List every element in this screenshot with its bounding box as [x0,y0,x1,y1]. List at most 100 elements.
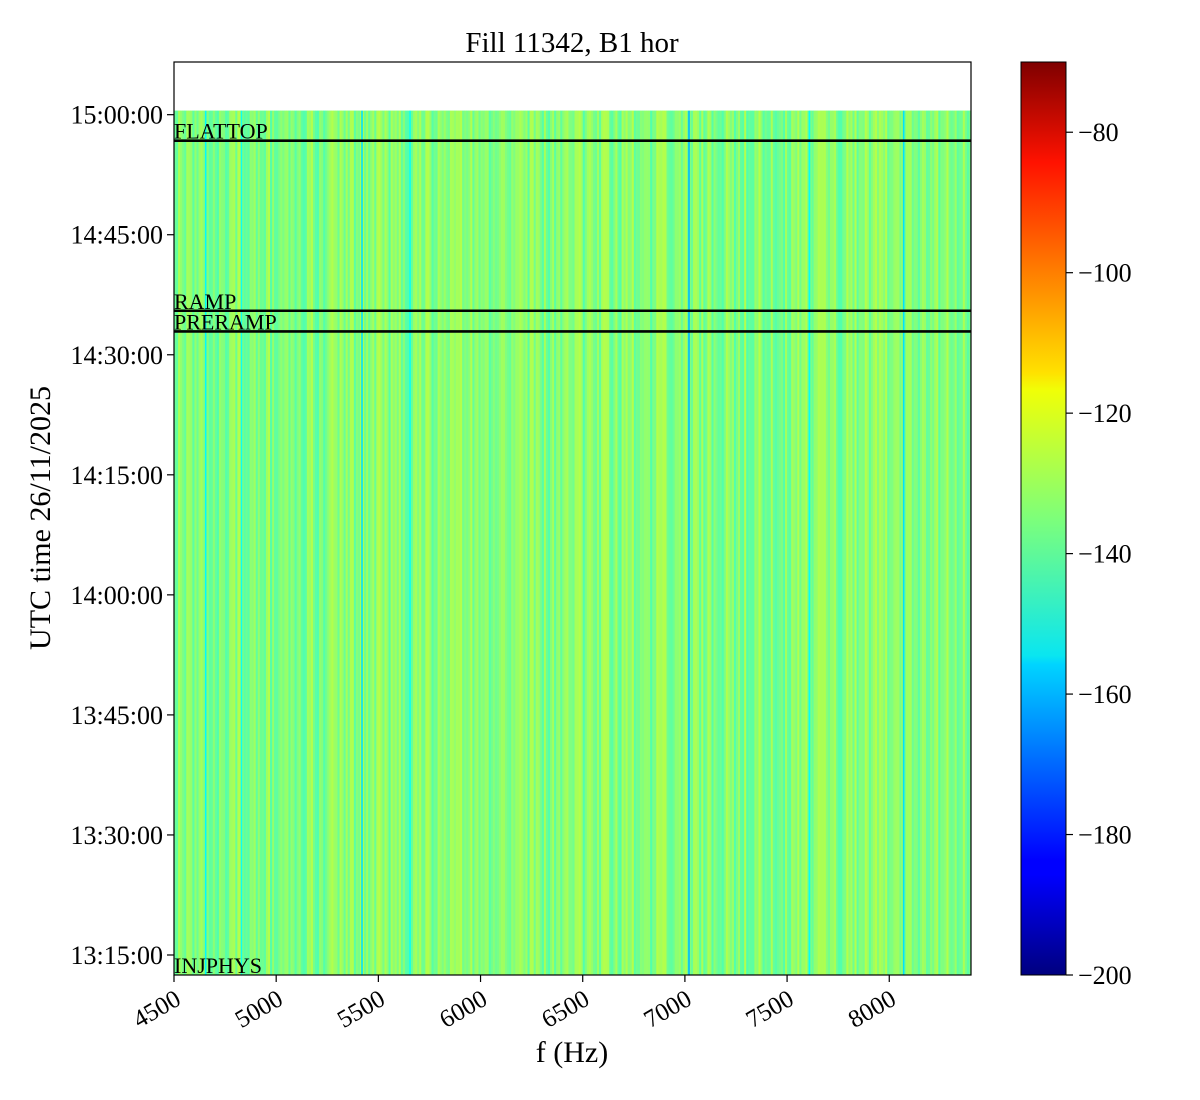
heatmap-column [768,110,772,975]
heatmap-column [746,110,749,975]
heatmap-column [899,110,902,975]
heatmap-column [782,110,786,975]
heatmap-column [411,110,414,975]
heatmap-column [905,110,909,975]
heatmap-column [660,110,663,975]
heatmap-column [543,110,547,975]
heatmap-column [402,110,406,975]
heatmap-column [684,110,688,975]
heatmap-column [742,110,745,975]
heatmap-column [472,110,475,975]
heatmap-column [188,110,191,975]
heatmap-column [325,110,328,975]
heatmap-column [233,110,236,975]
heatmap-column [891,110,894,975]
y-axis: 13:15:00 13:30:00 13:45:00 14:00:00 14:15:00… [71,101,174,970]
heatmap-column [441,110,445,975]
heatmap-column [752,110,755,975]
heatmap-column [353,110,357,975]
heatmap-column [225,110,228,975]
heatmap-column [807,110,810,975]
heatmap-column [513,110,516,975]
heatmap-column [488,110,492,975]
heatmap-column [431,110,434,975]
heatmap-column [650,110,653,975]
heatmap-low-column [409,110,411,975]
heatmap-column [664,110,667,975]
x-tick-label: 4500 [129,985,186,1033]
heatmap-column [805,110,808,975]
x-tick-label: 5000 [231,985,288,1033]
heatmap-column [453,110,457,975]
marker-label: INJPHYS [174,953,262,978]
heatmap-column [597,110,600,975]
heatmap-column [558,110,561,975]
heatmap-column [335,110,338,975]
heatmap-column [850,110,853,975]
heatmap-column [856,110,860,975]
heatmap-column [294,110,298,975]
heatmap-column [715,110,718,975]
heatmap-column [206,110,210,975]
heatmap-column [265,110,269,975]
heatmap-column [184,110,187,975]
heatmap-column [537,110,541,975]
heatmap-column [321,110,324,975]
heatmap-column [194,110,197,975]
heatmap-column [881,110,884,975]
heatmap-column [554,110,557,975]
heatmap-column [310,110,314,975]
heatmap-column [231,110,234,975]
heatmap-column [507,110,510,975]
heatmap-column [333,110,336,975]
heatmap-column [731,110,735,975]
heatmap-column [445,110,449,975]
heatmap-column [300,110,304,975]
heatmap-column [556,110,559,975]
colorbar-axis: −80 −100 −120 −140 −160 −180 −200 [1066,118,1132,990]
heatmap-column [282,110,285,975]
heatmap-column [343,110,347,975]
heatmap-column [212,110,216,975]
heatmap-column [437,110,441,975]
heatmap-column [396,110,400,975]
heatmap-column [337,110,340,975]
heatmap-column [921,110,925,975]
heatmap-column [868,110,872,975]
heatmap-column [825,110,829,975]
heatmap-column [339,110,342,975]
heatmap-column [670,110,674,975]
y-tick-label: 14:30:00 [71,341,163,370]
heatmap-column [210,110,214,975]
heatmap-column [435,110,439,975]
heatmap-column [345,110,349,975]
heatmap-column [813,110,817,975]
heatmap-column [862,110,866,975]
heatmap-column [695,110,698,975]
heatmap-column [893,110,896,975]
heatmap-column [717,110,721,975]
heatmap-column [511,110,514,975]
heatmap-column [419,110,422,975]
heatmap-column [550,110,553,975]
colorbar [1020,61,1067,976]
heatmap-column [668,110,671,975]
heatmap-column [588,110,592,975]
heatmap-column [505,110,508,975]
heatmap-column [619,110,622,975]
heatmap-column [243,110,246,975]
heatmap-column [946,110,949,975]
heatmap-column [917,110,921,975]
heatmap-layer [174,110,971,975]
heatmap-column [678,110,682,975]
heatmap-column [482,110,486,975]
heatmap-column [498,110,502,975]
heatmap-column [701,110,704,975]
marker-label: RAMP [174,289,236,314]
heatmap-column [270,110,273,975]
heatmap-column [780,110,784,975]
y-tick-label: 14:00:00 [71,581,163,610]
heatmap-column [174,110,177,975]
heatmap-column [829,110,833,975]
heatmap-column [662,110,665,975]
